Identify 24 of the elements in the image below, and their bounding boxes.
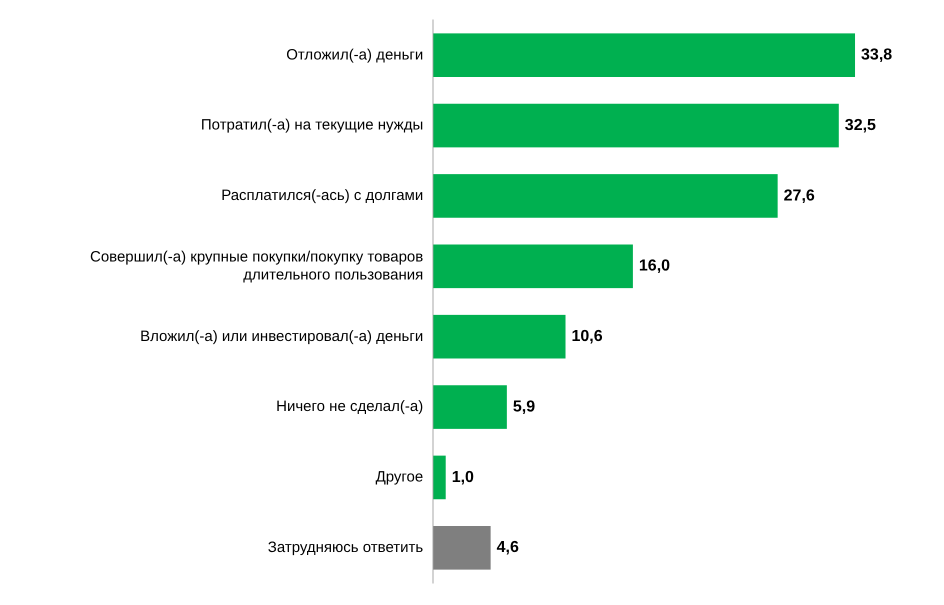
y-tick-label: Потратил(-а) на текущие нужды bbox=[200, 116, 424, 134]
data-label: 4,6 bbox=[496, 539, 519, 556]
data-label: 27,6 bbox=[784, 187, 815, 204]
bar bbox=[433, 174, 778, 218]
bar bbox=[433, 456, 446, 500]
data-label: 10,6 bbox=[572, 328, 603, 346]
data-label: 33,8 bbox=[861, 46, 892, 64]
bar bbox=[433, 385, 507, 429]
y-tick-label: Совершил(-а) крупные покупки/покупку товаров длительного пользования bbox=[90, 248, 424, 284]
bar bbox=[433, 244, 633, 288]
y-tick-label: Затрудняюсь ответить bbox=[268, 538, 424, 556]
y-tick-label: Другое bbox=[376, 468, 424, 486]
data-label: 5,9 bbox=[512, 398, 536, 416]
bar bbox=[433, 526, 491, 570]
data-label: 16,0 bbox=[638, 258, 670, 275]
y-tick-label: Ничего не сделал(-а) bbox=[276, 398, 424, 416]
y-tick-label: Расплатился(-ась) с долгами bbox=[221, 187, 424, 204]
data-label: 1,0 bbox=[452, 468, 474, 486]
bar bbox=[433, 314, 566, 359]
bar bbox=[433, 33, 856, 78]
data-label: 32,5 bbox=[844, 116, 876, 134]
y-tick-label: Вложил(-а) или инвестировал(-а) деньги bbox=[140, 328, 424, 345]
y-tick-label: Отложил(-а) деньги bbox=[286, 46, 424, 64]
bar bbox=[433, 104, 839, 148]
